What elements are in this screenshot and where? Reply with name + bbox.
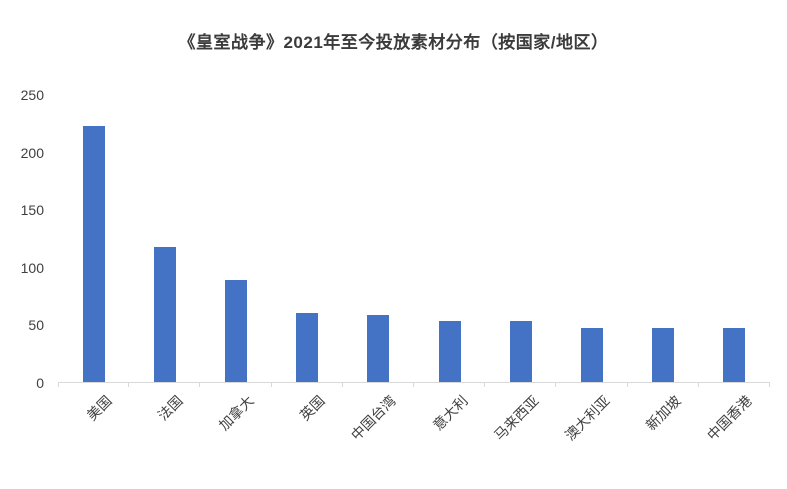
x-axis-tick [270,383,272,387]
x-tick-label: 法国 [154,392,186,424]
x-tick-label: 中国香港 [704,392,756,444]
bar-slot: 法国 [129,95,201,424]
x-tick-label: 英国 [296,392,328,424]
x-axis-tick [341,383,343,387]
bar-slot: 澳大利亚 [556,95,628,443]
x-axis-tick [555,383,557,387]
y-tick-label: 50 [28,317,44,334]
x-tick-label: 意大利 [429,392,471,434]
bar-slot: 中国台湾 [343,95,415,443]
x-axis-tick [626,383,628,387]
x-axis-tick [199,383,201,387]
bar [367,315,390,383]
y-tick-label: 100 [20,259,44,276]
y-tick-label: 200 [20,144,44,161]
bar [153,247,176,383]
x-tick-label: 美国 [83,392,115,424]
bar-slot: 意大利 [414,95,486,433]
x-axis-tick [484,383,486,387]
chart-title: 《皇室战争》2021年至今投放素材分布（按国家/地区） [178,33,609,52]
plot-inner: 美国 法国 加拿大 英国 中国台湾 意大利 马来西亚 澳大利亚 新加坡 中国香港 [58,95,771,443]
x-tick-label: 马来西亚 [490,392,542,444]
plot-area: 0 50 100 150 200 250 美国 法国 加拿大 英国 中国台湾 意大利 马来西亚 澳大利亚… [0,87,787,489]
bar-slot: 美国 [58,95,130,424]
bar-slot: 新加坡 [628,95,699,433]
x-tick-label: 澳大利亚 [561,392,613,444]
y-tick-label: 250 [20,87,44,103]
bar [225,280,247,383]
bar [82,126,105,383]
bar [652,327,675,383]
x-axis-tick [769,383,771,387]
bar [509,320,532,383]
x-axis-line [58,382,770,383]
x-tick-label: 中国台湾 [348,392,400,444]
x-axis-tick [697,383,699,387]
y-axis: 0 50 100 150 200 250 [0,87,54,391]
bars-group: 美国 法国 加拿大 英国 中国台湾 意大利 马来西亚 澳大利亚 新加坡 中国香港 [58,95,771,443]
bar-slot: 英国 [272,95,343,424]
x-axis-tick [58,383,59,387]
x-tick-label: 加拿大 [215,392,257,434]
x-axis-tick [128,383,130,387]
bar [438,320,461,383]
bar [296,312,319,383]
bar-slot: 加拿大 [200,95,272,433]
y-tick-label: 0 [36,375,44,391]
x-tick-label: 新加坡 [642,392,684,434]
bar [581,327,604,383]
bar-slot: 马来西亚 [485,95,557,443]
bar-slot: 中国香港 [699,95,771,443]
x-axis-tick [413,383,415,387]
y-tick-label: 150 [20,202,44,219]
bar [723,327,746,383]
